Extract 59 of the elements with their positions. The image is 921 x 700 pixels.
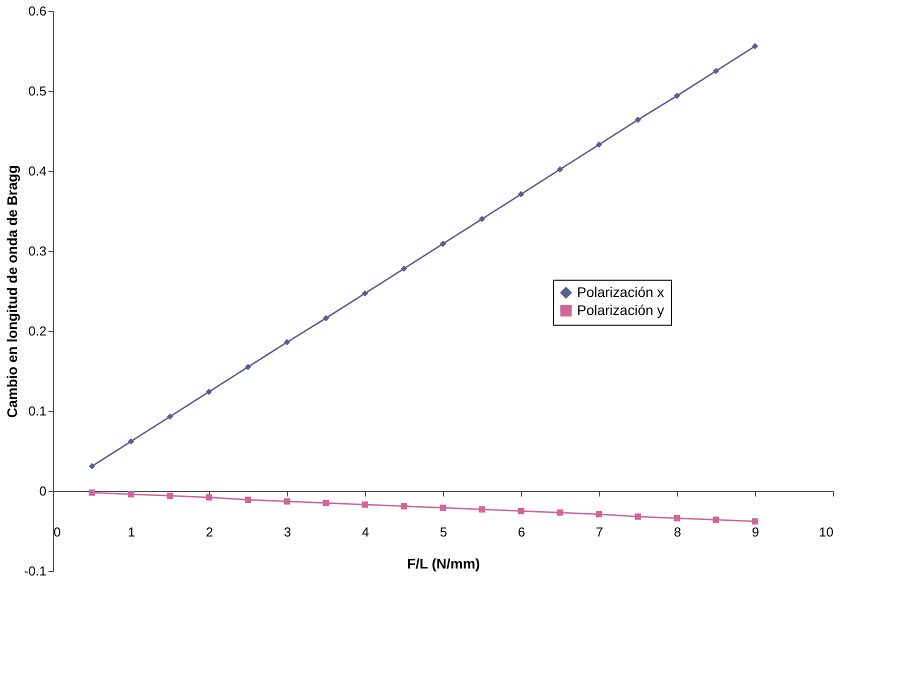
y-tick-label: 0.6 [28,4,46,18]
point [362,290,368,297]
point [674,92,680,99]
y-tick-label: 0.2 [28,324,46,338]
y-tick-label: 0 [39,484,46,498]
legend-label: Polarización x [577,284,664,300]
point [712,68,720,74]
point [478,506,486,513]
x-tick-label: 10 [819,524,834,540]
y-tick-label: 0.4 [28,164,46,178]
x-tick-label: 1 [128,524,136,540]
point [128,438,134,445]
point [128,491,134,498]
point [244,364,252,370]
point [400,265,408,272]
x-tick-label: 8 [674,524,682,540]
point [752,43,758,50]
point [440,504,446,511]
point [752,518,758,525]
point [166,413,174,420]
x-tick-label: 0 [54,524,61,540]
point [322,500,330,506]
point [518,191,524,198]
y-tick-label: 0.1 [28,404,46,418]
point [478,216,486,222]
point [674,515,680,522]
point [206,494,212,501]
x-tick-label: 7 [596,524,604,540]
point [400,503,408,510]
point [712,516,720,523]
x-tick-label: 9 [752,524,760,540]
point [596,511,602,518]
y-tick-label: 0.3 [28,244,46,258]
x-axis-title: F/L (N/mm) [407,556,480,572]
x-tick-label: 5 [440,524,448,540]
point [284,339,290,346]
point [244,496,252,503]
point [362,501,368,508]
point [440,240,446,247]
point [518,508,524,514]
point [556,509,564,516]
point [88,489,96,496]
x-tick-label: 3 [284,524,292,540]
point [634,116,642,123]
legend-label: Polarización y [577,302,664,318]
point [206,388,212,395]
point [166,492,174,499]
x-tick-label: 2 [206,524,214,540]
y-tick-label: -0.1 [24,564,46,578]
point [88,463,96,470]
x-tick-label: 6 [518,524,526,540]
point [322,315,330,322]
point [284,498,290,505]
y-tick-label: 0.5 [28,84,46,98]
y-axis-title: Cambio en longitud de onda de Bragg [4,165,20,418]
point [556,166,564,173]
point [634,513,642,520]
point [596,141,602,148]
x-tick-label: 4 [362,524,370,540]
